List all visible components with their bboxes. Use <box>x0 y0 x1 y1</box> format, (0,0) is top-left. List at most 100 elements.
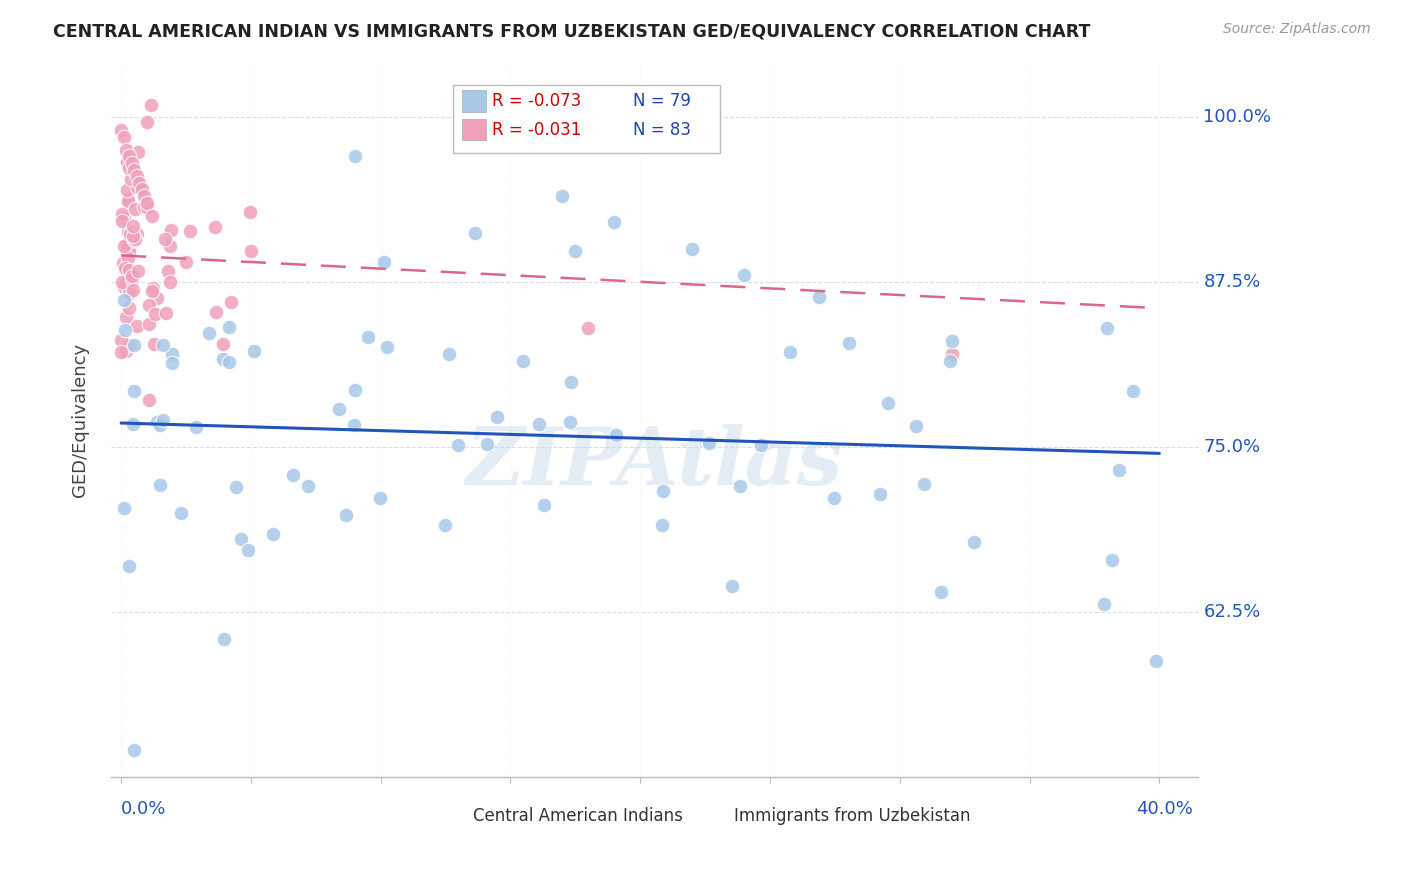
Point <box>343 149 366 163</box>
Point <box>114 260 136 275</box>
Point <box>297 479 319 493</box>
Point <box>368 491 391 505</box>
Point <box>1101 553 1123 567</box>
Point <box>186 420 208 434</box>
Point <box>560 375 582 389</box>
Point <box>155 306 177 320</box>
Point <box>143 307 166 321</box>
Point <box>117 276 139 290</box>
Point <box>118 301 141 315</box>
Point <box>159 238 181 252</box>
Point <box>117 559 139 574</box>
Point <box>112 293 135 308</box>
Point <box>198 326 221 340</box>
Point <box>1092 597 1115 611</box>
Point <box>142 281 165 295</box>
Point <box>807 290 830 304</box>
Point <box>283 467 305 482</box>
Point <box>229 532 252 546</box>
Point <box>239 205 262 219</box>
Point <box>118 286 141 301</box>
Point <box>111 207 134 221</box>
Point <box>125 318 148 333</box>
Point <box>938 354 960 368</box>
Point <box>124 337 146 351</box>
Point <box>115 244 138 258</box>
Point <box>152 337 174 351</box>
Point <box>204 219 226 234</box>
Point <box>112 280 135 294</box>
Point <box>218 319 240 334</box>
Point <box>124 232 146 246</box>
Point <box>112 501 135 516</box>
Point <box>721 578 744 592</box>
FancyBboxPatch shape <box>703 809 725 824</box>
Point <box>121 156 143 170</box>
Point <box>117 225 139 239</box>
Point <box>114 343 136 358</box>
Point <box>1122 384 1144 398</box>
Point <box>475 437 498 451</box>
Point <box>512 354 534 368</box>
Point <box>122 233 145 247</box>
Point <box>170 506 193 520</box>
Point <box>111 275 134 289</box>
Point <box>564 244 586 259</box>
Point <box>121 228 143 243</box>
Point <box>219 294 242 309</box>
Point <box>131 182 153 196</box>
Point <box>912 476 935 491</box>
Point <box>576 321 599 335</box>
Text: 0.0%: 0.0% <box>121 800 166 819</box>
Point <box>121 272 143 286</box>
Point <box>1144 654 1167 668</box>
FancyBboxPatch shape <box>443 809 464 824</box>
Point <box>485 409 508 424</box>
Point <box>117 277 139 291</box>
Point <box>143 337 166 351</box>
Point <box>174 255 197 269</box>
Point <box>160 347 183 361</box>
Point <box>869 487 891 501</box>
Point <box>110 333 132 347</box>
Point <box>159 223 181 237</box>
Point <box>125 169 148 184</box>
Point <box>749 438 772 452</box>
Point <box>236 542 259 557</box>
Point <box>152 412 174 426</box>
Point <box>929 585 952 599</box>
Point <box>114 323 136 337</box>
Point <box>533 498 555 512</box>
Point <box>159 275 181 289</box>
Point <box>139 98 162 112</box>
Point <box>527 417 550 432</box>
Point <box>134 189 156 203</box>
Point <box>240 244 263 259</box>
Point <box>115 143 138 157</box>
Point <box>136 200 159 214</box>
Point <box>110 345 132 359</box>
Point <box>122 417 145 432</box>
Point <box>1097 321 1119 335</box>
Point <box>212 352 235 367</box>
Point <box>112 211 135 226</box>
Point <box>138 393 160 408</box>
Point <box>124 202 146 217</box>
Point <box>120 227 142 242</box>
Point <box>115 236 138 251</box>
Point <box>342 418 364 433</box>
Point <box>127 227 149 242</box>
Text: Central American Indians: Central American Indians <box>472 807 683 825</box>
Point <box>681 242 703 256</box>
Text: ZIPAtlas: ZIPAtlas <box>465 425 844 502</box>
FancyBboxPatch shape <box>463 119 486 140</box>
Point <box>328 401 350 416</box>
Point <box>121 268 143 283</box>
Point <box>117 338 139 352</box>
Point <box>962 535 984 549</box>
Text: N = 83: N = 83 <box>633 120 690 138</box>
Point <box>335 508 357 522</box>
Point <box>122 219 145 234</box>
Point <box>211 337 233 351</box>
Point <box>146 415 169 429</box>
